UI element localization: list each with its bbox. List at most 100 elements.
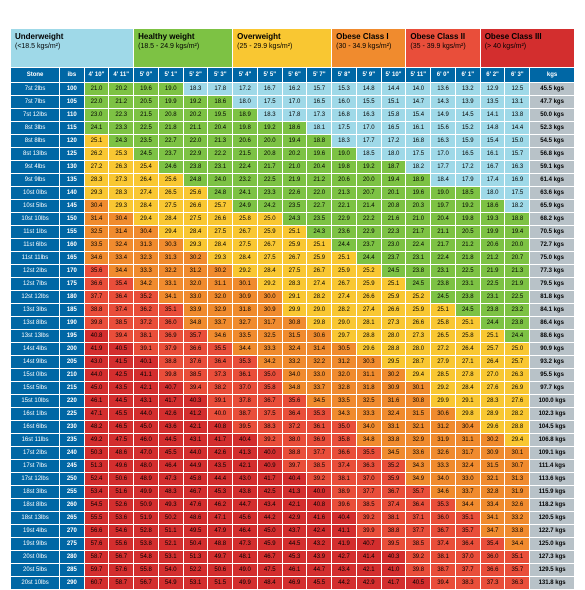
bmi-cell: 37.2 bbox=[282, 421, 307, 434]
bmi-cell: 20.4 bbox=[208, 122, 233, 135]
kgs-cell: 90.9 kgs bbox=[530, 343, 575, 356]
bmi-cell: 30.8 bbox=[406, 395, 431, 408]
bmi-cell: 28.2 bbox=[505, 408, 530, 421]
ibs-cell: 260 bbox=[60, 499, 85, 512]
bmi-cell: 47.5 bbox=[257, 564, 282, 577]
bmi-cell: 34.7 bbox=[480, 525, 505, 538]
bmi-cell: 29.7 bbox=[332, 330, 357, 343]
bmi-cell: 14.1 bbox=[480, 109, 505, 122]
bmi-cell: 38.8 bbox=[282, 447, 307, 460]
bmi-cell: 33.3 bbox=[356, 408, 381, 421]
table-row: 8st 3lbs11524.123.322.521.821.120.419.81… bbox=[11, 122, 575, 135]
bmi-cell: 26.5 bbox=[431, 330, 456, 343]
bmi-cell: 43.4 bbox=[332, 564, 357, 577]
stone-cell: 8st 8lbs bbox=[11, 135, 60, 148]
bmi-cell: 57.6 bbox=[84, 538, 109, 551]
bmi-cell: 20.2 bbox=[183, 109, 208, 122]
bmi-cell: 32.7 bbox=[233, 317, 258, 330]
kgs-cell: 65.9 kgs bbox=[530, 200, 575, 213]
bmi-cell: 49.6 bbox=[109, 460, 134, 473]
bmi-cell: 17.0 bbox=[282, 96, 307, 109]
bmi-cell: 39.2 bbox=[307, 473, 332, 486]
stone-cell: 12st 2lbs bbox=[11, 265, 60, 278]
bmi-cell: 23.2 bbox=[505, 304, 530, 317]
table-row: 14st 9lbs20543.041.540.138.837.636.435.3… bbox=[11, 356, 575, 369]
ibs-cell: 105 bbox=[60, 96, 85, 109]
bmi-cell: 23.7 bbox=[158, 148, 183, 161]
bmi-cell: 40.8 bbox=[307, 499, 332, 512]
bmi-cell: 43.8 bbox=[233, 486, 258, 499]
bmi-cell: 34.2 bbox=[134, 278, 159, 291]
ibs-cell: 250 bbox=[60, 473, 85, 486]
bmi-cell: 16.3 bbox=[505, 161, 530, 174]
bmi-cell: 48.3 bbox=[158, 486, 183, 499]
bmi-cell: 31.7 bbox=[455, 447, 480, 460]
bmi-cell: 56.7 bbox=[109, 551, 134, 564]
bmi-cell: 19.8 bbox=[233, 122, 258, 135]
bmi-cell: 44.2 bbox=[332, 577, 357, 590]
bmi-cell: 37.4 bbox=[109, 304, 134, 317]
table-row: 16st 6lbs23048.246.545.043.642.140.839.5… bbox=[11, 421, 575, 434]
bmi-cell: 18.8 bbox=[505, 213, 530, 226]
bmi-cell: 32.1 bbox=[480, 473, 505, 486]
bmi-cell: 55.8 bbox=[134, 564, 159, 577]
kgs-cell: 72.7 kgs bbox=[530, 239, 575, 252]
bmi-cell: 45.6 bbox=[233, 512, 258, 525]
bmi-cell: 25.6 bbox=[158, 174, 183, 187]
bmi-cell: 15.7 bbox=[505, 148, 530, 161]
bmi-cell: 58.7 bbox=[109, 577, 134, 590]
ibs-cell: 135 bbox=[60, 174, 85, 187]
bmi-cell: 24.5 bbox=[406, 278, 431, 291]
bmi-cell: 32.8 bbox=[332, 382, 357, 395]
bmi-cell: 27.9 bbox=[431, 356, 456, 369]
bmi-cell: 25.1 bbox=[480, 330, 505, 343]
bmi-cell: 16.2 bbox=[282, 83, 307, 96]
bmi-cell: 21.3 bbox=[208, 135, 233, 148]
kgs-cell: 118.2 kgs bbox=[530, 499, 575, 512]
bmi-cell: 53.1 bbox=[158, 551, 183, 564]
bmi-cell: 13.2 bbox=[455, 83, 480, 96]
bmi-cell: 34.6 bbox=[208, 330, 233, 343]
bmi-cell: 38.8 bbox=[158, 356, 183, 369]
bmi-cell: 35.3 bbox=[431, 499, 456, 512]
bmi-cell: 29.8 bbox=[455, 408, 480, 421]
bmi-cell: 29.0 bbox=[307, 304, 332, 317]
bmi-cell: 39.5 bbox=[381, 538, 406, 551]
ibs-cell: 200 bbox=[60, 343, 85, 356]
bmi-cell: 29.4 bbox=[158, 226, 183, 239]
bmi-cell: 46.7 bbox=[183, 486, 208, 499]
bmi-cell: 15.4 bbox=[480, 135, 505, 148]
bmi-cell: 48.6 bbox=[109, 447, 134, 460]
ibs-cell: 240 bbox=[60, 447, 85, 460]
stone-cell: 14st 4lbs bbox=[11, 343, 60, 356]
kgs-cell: 100.0 kgs bbox=[530, 395, 575, 408]
bmi-cell: 41.1 bbox=[134, 369, 159, 382]
bmi-cell: 32.5 bbox=[257, 330, 282, 343]
bmi-cell: 16.1 bbox=[480, 148, 505, 161]
bmi-cell: 33.8 bbox=[381, 434, 406, 447]
bmi-cell: 29.1 bbox=[455, 395, 480, 408]
bmi-cell: 23.3 bbox=[257, 187, 282, 200]
bmi-cell: 47.1 bbox=[208, 512, 233, 525]
col-stone: Stone bbox=[11, 68, 60, 83]
bmi-cell: 38.1 bbox=[381, 512, 406, 525]
bmi-cell: 39.9 bbox=[356, 525, 381, 538]
bmi-cell: 24.0 bbox=[208, 174, 233, 187]
bmi-cell: 27.2 bbox=[84, 161, 109, 174]
bmi-cell: 30.2 bbox=[480, 434, 505, 447]
bmi-cell: 40.4 bbox=[233, 434, 258, 447]
bmi-cell: 28.2 bbox=[332, 304, 357, 317]
bmi-cell: 23.2 bbox=[233, 174, 258, 187]
bmi-cell: 51.6 bbox=[109, 486, 134, 499]
bmi-cell: 47.0 bbox=[134, 447, 159, 460]
bmi-cell: 29.9 bbox=[431, 395, 456, 408]
bmi-cell: 27.5 bbox=[233, 239, 258, 252]
bmi-cell: 40.1 bbox=[134, 356, 159, 369]
bmi-cell: 42.1 bbox=[356, 564, 381, 577]
bmi-cell: 37.0 bbox=[233, 382, 258, 395]
col-height: 5' 0" bbox=[134, 68, 159, 83]
bmi-cell: 14.0 bbox=[406, 83, 431, 96]
bmi-cell: 46.5 bbox=[109, 421, 134, 434]
bmi-cell: 23.1 bbox=[208, 161, 233, 174]
stone-cell: 17st 12lbs bbox=[11, 473, 60, 486]
